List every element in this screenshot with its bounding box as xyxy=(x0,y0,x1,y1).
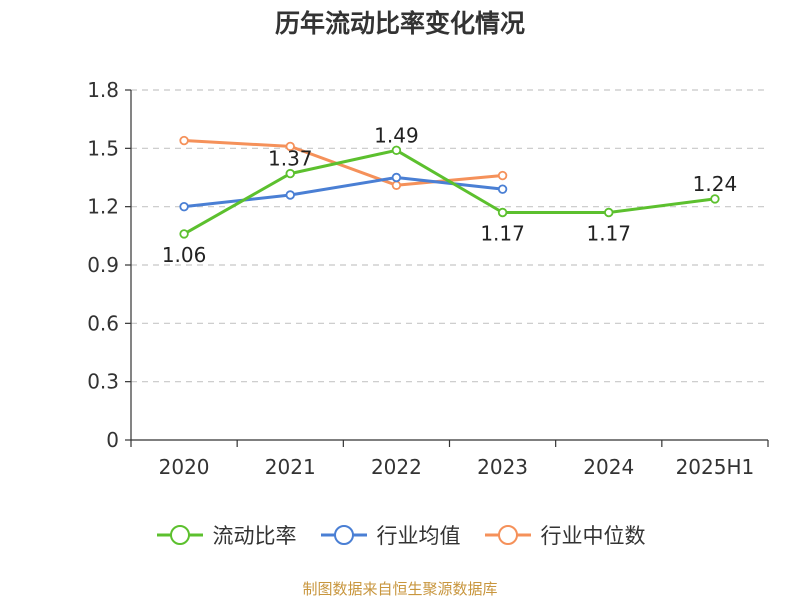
y-tick-label: 0.6 xyxy=(87,311,119,335)
x-tick-label: 2025H1 xyxy=(676,455,755,479)
series-point-1 xyxy=(391,172,402,183)
series-point-2 xyxy=(497,170,508,181)
series-point-0 xyxy=(285,168,295,179)
series-line-0 xyxy=(183,148,716,236)
series-point-2 xyxy=(391,180,402,190)
series-line-1 xyxy=(183,176,503,209)
grid-layer xyxy=(131,89,768,383)
series-point-0 xyxy=(179,229,189,239)
legend-label: 行业均值 xyxy=(376,524,461,548)
y-tick-label: 1.5 xyxy=(87,136,119,160)
data-label: 1.37 xyxy=(268,147,313,171)
x-tick-label: 2023 xyxy=(477,455,528,479)
x-tick-label: 2022 xyxy=(371,455,422,479)
y-tick-label: 0.3 xyxy=(87,370,119,394)
y-tick-label: 0.9 xyxy=(87,253,119,277)
legend-swatch-icon xyxy=(156,525,203,545)
series-point-0 xyxy=(497,207,508,218)
series-point-1 xyxy=(497,184,508,194)
data-label: 1.24 xyxy=(693,172,738,196)
axis-layer: 0 0.3 0.6 0.9 1.2 1.5 1.8 2020 2021 2022 2023 2024 2… xyxy=(87,78,769,479)
x-tick-label: 2021 xyxy=(265,455,316,479)
legend-label: 流动比率 xyxy=(212,524,297,548)
series-point-1 xyxy=(179,201,189,212)
legend-swatch-icon xyxy=(484,525,531,545)
legend-swatch-icon xyxy=(320,525,367,545)
series-point-1 xyxy=(285,190,295,200)
source-note: 制图数据来自恒生聚源数据库 xyxy=(302,580,498,598)
x-tick-label: 2024 xyxy=(583,455,634,479)
y-tick-label: 1.2 xyxy=(87,195,119,219)
chart-title: 历年流动比率变化情况 xyxy=(274,9,525,38)
data-label: 1.17 xyxy=(480,222,525,246)
legend-item[interactable]: 行业中位数 xyxy=(483,520,646,550)
legend-item[interactable]: 流动比率 xyxy=(155,520,297,550)
data-label: 1.06 xyxy=(162,243,207,267)
legend-item[interactable]: 行业均值 xyxy=(319,520,461,550)
series-point-2 xyxy=(285,141,295,152)
legend-label: 行业中位数 xyxy=(540,524,646,548)
y-tick-label: 1.8 xyxy=(87,78,119,102)
series-point-0 xyxy=(710,194,720,204)
series-point-2 xyxy=(179,135,189,146)
label-layer: 1.06 1.37 1.49 1.17 1.17 1.24 xyxy=(162,123,737,267)
legend: 流动比率 行业均值 行业中位数 xyxy=(0,520,800,550)
data-label: 1.49 xyxy=(374,123,419,147)
series-layer xyxy=(179,135,720,239)
x-tick-label: 2020 xyxy=(159,455,210,479)
y-tick-label: 0 xyxy=(106,428,119,452)
series-point-0 xyxy=(391,145,402,155)
series-point-0 xyxy=(604,207,614,218)
data-label: 1.17 xyxy=(586,222,631,246)
